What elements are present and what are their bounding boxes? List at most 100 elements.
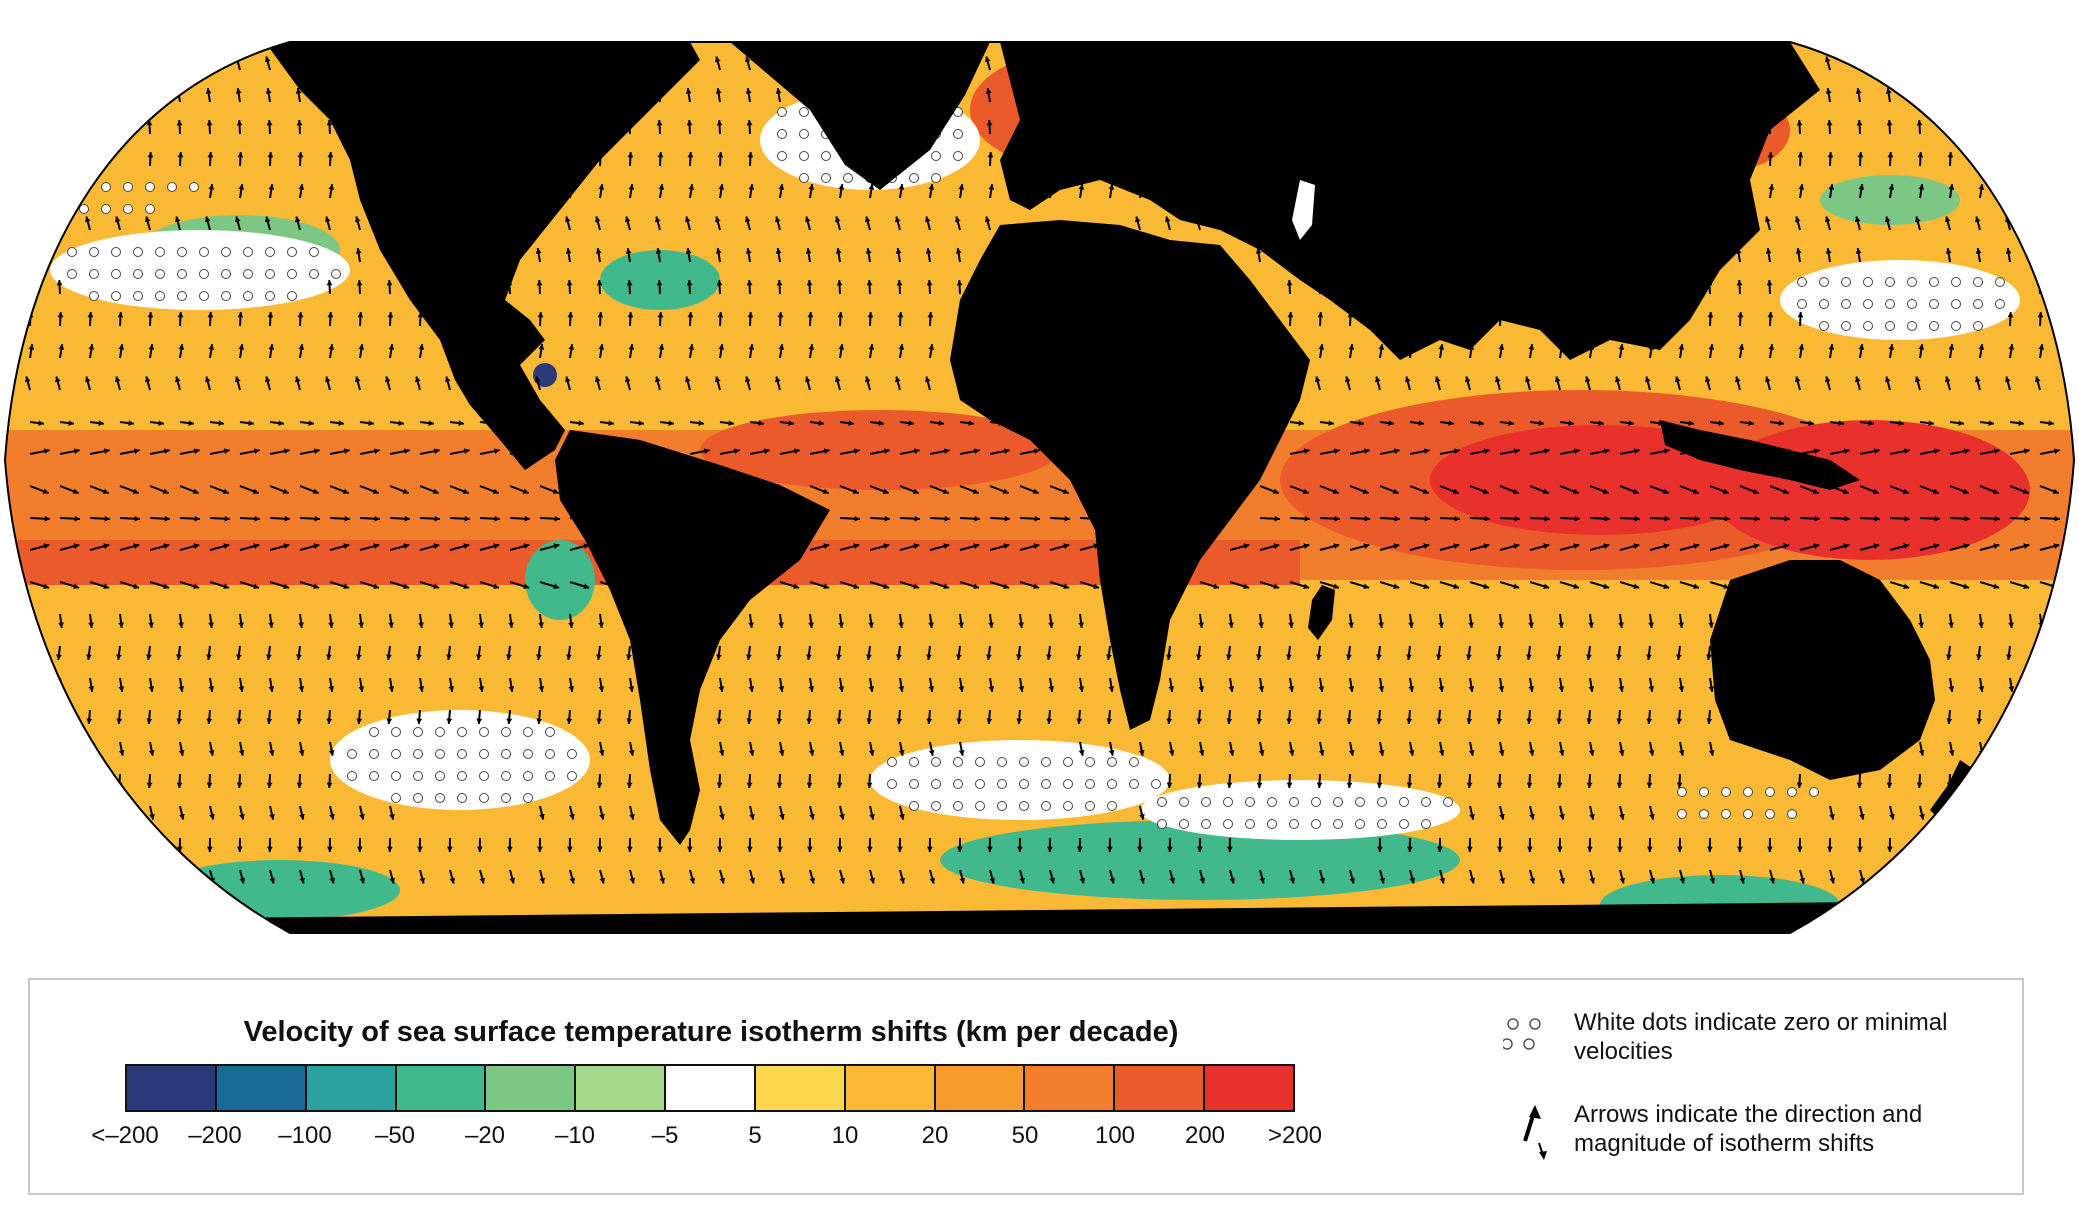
shift-arrow-head (1348, 344, 1355, 350)
shift-arrow-head (479, 877, 486, 884)
shift-arrow-head (1258, 750, 1265, 756)
minimal-velocity-dot (1721, 787, 1731, 797)
shift-arrow-head (1508, 420, 1514, 426)
shift-arrow-head (1854, 376, 1861, 383)
shift-arrow-head (808, 686, 815, 692)
shift-arrow-head (1289, 877, 1296, 884)
minimal-velocity-dot (501, 727, 511, 737)
shift-arrow-head (1513, 583, 1520, 590)
shift-arrow-head (523, 583, 530, 590)
shift-arrow-head (1349, 877, 1356, 884)
shift-arrow-head (1872, 488, 1879, 494)
shift-arrow-head (564, 376, 571, 383)
shift-arrow-head (1813, 543, 1820, 549)
shift-arrow-head (1889, 813, 1895, 820)
shift-arrow-head (2034, 56, 2041, 63)
shift-arrow-head (836, 280, 843, 286)
shift-arrow (116, 88, 121, 103)
minimal-velocity-dot (931, 173, 941, 183)
shift-arrow-head (1764, 216, 1771, 223)
shift-arrow-head (1976, 654, 1982, 660)
shift-arrow-head (806, 846, 813, 852)
white-zone-s-indian (1140, 780, 1460, 840)
shift-arrow-head (27, 152, 34, 158)
shift-arrow-head (943, 448, 950, 455)
shift-arrow-head (714, 376, 721, 383)
shift-arrow-head (958, 622, 964, 628)
shift-arrow-head (1314, 376, 1321, 383)
shift-arrow-head (1362, 488, 1369, 494)
shift-arrow-head (178, 344, 185, 350)
shift-arrow-head (1808, 420, 1814, 426)
shift-arrow-head (326, 782, 333, 788)
shift-arrow (145, 56, 151, 71)
color-swatch (396, 1066, 487, 1110)
shift-arrow-head (926, 846, 933, 852)
shift-arrow-head (958, 184, 965, 190)
shift-arrow-head (1287, 312, 1294, 318)
shift-arrow-head (838, 622, 844, 628)
peru-cool (525, 540, 595, 620)
shift-arrow-head (1784, 515, 1790, 522)
shift-arrow-head (1868, 420, 1874, 426)
shift-arrow-head (1229, 877, 1236, 884)
shift-arrow-head (959, 877, 966, 884)
shift-arrow-head (1468, 622, 1474, 628)
minimal-velocity-dot (111, 291, 121, 301)
shift-arrow-head (1658, 420, 1664, 426)
shift-arrow-head (464, 515, 470, 522)
minimal-velocity-dot (101, 182, 111, 192)
shift-arrow (27, 645, 31, 661)
shift-arrow-head (133, 543, 140, 549)
shift-arrow-head (1618, 750, 1625, 756)
shift-arrow-head (56, 654, 62, 660)
shift-arrow-head (2036, 718, 2043, 724)
shift-arrow-head (1886, 846, 1893, 852)
shift-arrow-head (1693, 448, 1700, 455)
shift-arrow-head (778, 686, 785, 692)
north-america-land (265, 42, 700, 470)
color-swatch (576, 1066, 667, 1110)
minimal-velocity-dot (479, 727, 489, 737)
shift-arrow-head (1919, 877, 1926, 884)
shift-arrow-head (1378, 750, 1385, 756)
minimal-velocity-dot (133, 247, 143, 257)
shift-arrow-head (328, 686, 335, 692)
minimal-velocity-dot (391, 793, 401, 803)
shift-arrow-head (566, 846, 573, 852)
shift-arrow-head (1228, 622, 1234, 628)
minimal-velocity-dot (545, 727, 555, 737)
shift-arrow-head (294, 216, 301, 223)
shift-arrow-head (284, 515, 290, 522)
shift-arrow (1916, 88, 1921, 103)
shift-arrow-head (776, 718, 783, 724)
direction-arrows-icon (1523, 1105, 1547, 1160)
shift-arrow-head (1558, 750, 1565, 756)
shift-arrow-head (838, 686, 845, 692)
minimal-velocity-dot (1019, 757, 1029, 767)
shift-arrow-head (748, 622, 754, 628)
shift-arrow-head (598, 686, 605, 692)
shift-arrow-head (85, 88, 92, 94)
shift-arrow-head (1423, 543, 1430, 549)
shift-arrow-head (59, 813, 65, 820)
shift-arrow-head (1914, 376, 1921, 383)
shift-arrow-head (656, 846, 663, 852)
minimal-velocity-dot (1677, 787, 1687, 797)
color-swatch (845, 1066, 936, 1110)
shift-arrow-head (747, 312, 754, 318)
shift-arrow-head (728, 420, 734, 426)
shift-arrow (2039, 805, 2045, 820)
shift-arrow-head (926, 654, 932, 660)
shift-arrow-head (207, 152, 214, 158)
shift-arrow-head (103, 583, 110, 590)
shift-arrow-head (1918, 750, 1925, 756)
shift-arrow-head (538, 686, 545, 692)
shift-arrow-head (1857, 152, 1864, 158)
shift-arrow-head (1825, 88, 1832, 94)
shift-arrow-head (1334, 515, 1340, 522)
shift-arrow-head (493, 583, 500, 590)
shift-arrow-head (539, 813, 545, 820)
shift-arrow-head (1166, 718, 1173, 724)
shift-arrow-head (569, 813, 575, 820)
